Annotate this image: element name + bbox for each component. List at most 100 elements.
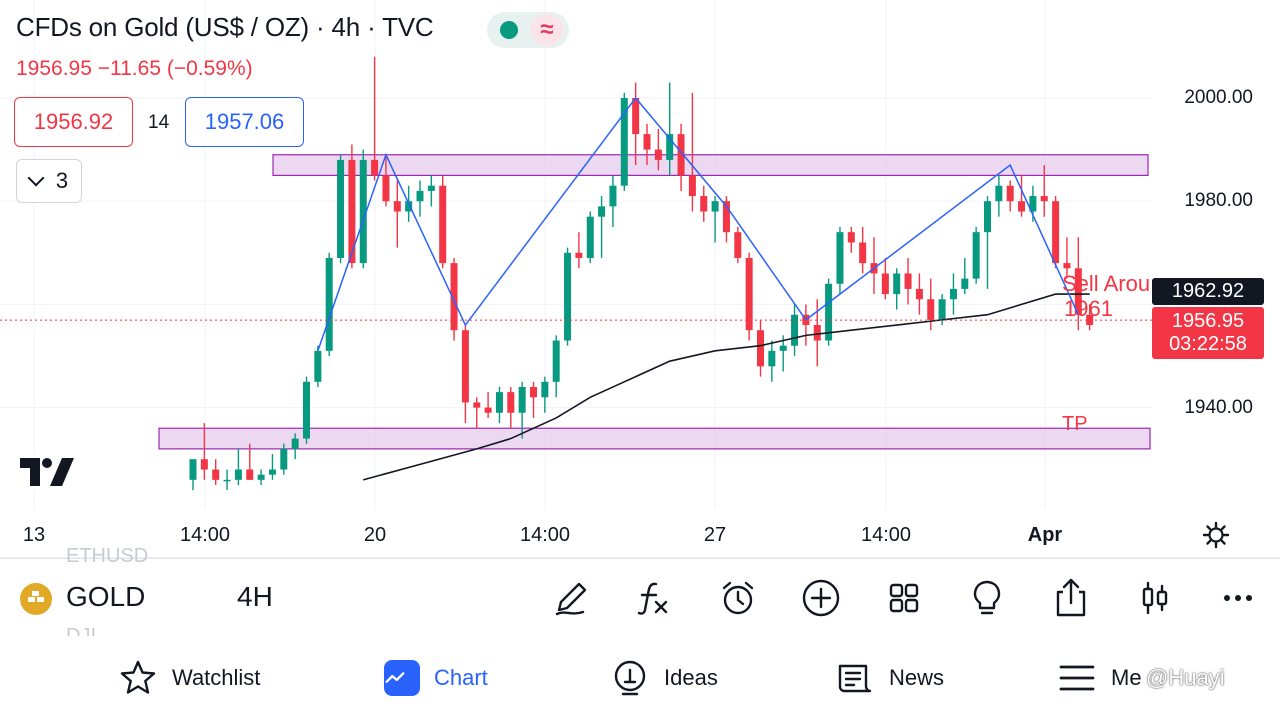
status-pill[interactable]: ≈ bbox=[487, 12, 569, 48]
candle-body bbox=[757, 330, 764, 367]
candle-body bbox=[1086, 314, 1094, 326]
candle-body bbox=[246, 469, 254, 480]
candle-body bbox=[654, 149, 662, 160]
news-icon bbox=[838, 664, 872, 693]
y-axis-tick: 2000.00 bbox=[1184, 87, 1253, 108]
wave-icon: ≈ bbox=[531, 14, 563, 46]
y-axis-tick: 1940.00 bbox=[1184, 397, 1253, 418]
candle-body bbox=[825, 283, 833, 341]
candle-body bbox=[859, 242, 867, 264]
candle-body bbox=[632, 98, 640, 135]
more-icon[interactable] bbox=[1216, 576, 1260, 620]
tab-label: Me bbox=[1111, 665, 1142, 690]
tab-news[interactable]: News bbox=[835, 658, 944, 698]
function-icon[interactable] bbox=[632, 576, 676, 620]
bar-countdown: 03:22:58 bbox=[1169, 333, 1247, 355]
candle-body bbox=[303, 381, 310, 439]
candle-body bbox=[927, 299, 935, 320]
x-axis-tick: Apr bbox=[1027, 524, 1063, 546]
candle-body bbox=[393, 201, 401, 212]
tradingview-logo-icon bbox=[20, 458, 74, 486]
candle-body bbox=[984, 201, 991, 233]
candles-icon[interactable] bbox=[1133, 576, 1177, 620]
watermark-text: @Huayi bbox=[1146, 665, 1225, 690]
candle-body bbox=[1018, 201, 1026, 212]
candle-body bbox=[779, 345, 787, 351]
star-icon bbox=[120, 660, 156, 694]
candle-body bbox=[768, 350, 776, 367]
candle-body bbox=[234, 469, 242, 480]
candle-body bbox=[620, 98, 628, 186]
support-resistance-zone bbox=[158, 427, 1151, 450]
candle-body bbox=[893, 273, 901, 295]
candle-body bbox=[348, 159, 356, 264]
last-price-label: 1956.95 03:22:58 bbox=[1152, 307, 1264, 359]
symbol-name[interactable]: GOLD bbox=[66, 581, 146, 612]
tab-chart[interactable]: Chart bbox=[384, 658, 488, 698]
candle-body bbox=[688, 175, 696, 197]
candle-body bbox=[722, 201, 730, 233]
last-price: 1956.95 bbox=[1171, 310, 1245, 332]
tab-me[interactable]: Me bbox=[1057, 658, 1142, 698]
chart-icon bbox=[384, 660, 420, 696]
candle-body bbox=[473, 402, 481, 408]
candle-body bbox=[915, 288, 923, 300]
candle-body bbox=[1052, 201, 1060, 264]
symbol-title[interactable]: CFDs on Gold (US$ / OZ) · 4h · TVC bbox=[16, 12, 434, 42]
candle-body bbox=[189, 459, 197, 480]
candle-body bbox=[461, 330, 469, 403]
lightbulb-icon[interactable] bbox=[965, 576, 1009, 620]
x-axis-tick: 14:00 bbox=[179, 524, 231, 546]
candle-body bbox=[382, 175, 390, 202]
alarm-icon[interactable] bbox=[716, 576, 760, 620]
pencil-icon[interactable] bbox=[549, 576, 593, 620]
candle-body bbox=[677, 134, 685, 176]
sell-price-button[interactable]: 1956.92 bbox=[14, 97, 133, 147]
timeframe-button[interactable]: 4H bbox=[237, 581, 273, 612]
candle-body bbox=[643, 134, 651, 150]
candle-body bbox=[1006, 185, 1014, 202]
symbol-toolbar: ETHUSD DJI GOLD 4H bbox=[0, 545, 1280, 647]
share-icon[interactable] bbox=[1049, 576, 1093, 620]
candle-body bbox=[200, 459, 208, 470]
candle-body bbox=[450, 263, 458, 331]
watermark: @Huayi bbox=[1146, 665, 1225, 691]
candle-body bbox=[938, 299, 946, 320]
support-resistance-zone bbox=[272, 154, 1149, 176]
candle-body bbox=[1029, 196, 1037, 212]
candle-body bbox=[666, 134, 674, 160]
annotation-sell-price: 1961 bbox=[1064, 296, 1113, 321]
candle-body bbox=[972, 232, 980, 279]
settings-gear-icon[interactable] bbox=[1202, 521, 1230, 549]
buy-price-button[interactable]: 1957.06 bbox=[185, 97, 304, 147]
candle-body bbox=[405, 201, 413, 212]
gold-symbol-icon bbox=[20, 583, 52, 615]
candle-body bbox=[1063, 263, 1071, 269]
candle-body bbox=[586, 216, 594, 258]
tab-ideas[interactable]: Ideas bbox=[610, 658, 718, 698]
candle-body bbox=[949, 288, 957, 300]
annotation-sell: Sell Arou bbox=[1062, 271, 1150, 296]
candle-body bbox=[575, 252, 583, 258]
plus-circle-icon[interactable] bbox=[799, 576, 843, 620]
candle-body bbox=[359, 159, 367, 264]
tab-label: Watchlist bbox=[172, 665, 261, 690]
candle-body bbox=[541, 381, 549, 398]
ma-price-label: 1962.92 bbox=[1152, 278, 1264, 305]
tab-watchlist[interactable]: Watchlist bbox=[118, 658, 260, 698]
candle-body bbox=[427, 185, 435, 191]
x-axis-tick: 13 bbox=[22, 524, 46, 546]
candle-body bbox=[847, 232, 855, 243]
y-axis-tick: 1980.00 bbox=[1184, 190, 1253, 211]
grid-icon[interactable] bbox=[882, 576, 926, 620]
tab-label: News bbox=[889, 665, 945, 690]
menu-icon bbox=[1059, 665, 1095, 691]
indicators-toggle[interactable]: 3 bbox=[16, 159, 82, 203]
tab-label: Chart bbox=[434, 665, 488, 690]
candle-body bbox=[530, 386, 537, 398]
candle-body bbox=[484, 407, 492, 413]
ghost-symbol: ETHUSD bbox=[66, 545, 149, 567]
chevron-down-icon bbox=[27, 169, 45, 187]
candle-body bbox=[1074, 268, 1082, 315]
